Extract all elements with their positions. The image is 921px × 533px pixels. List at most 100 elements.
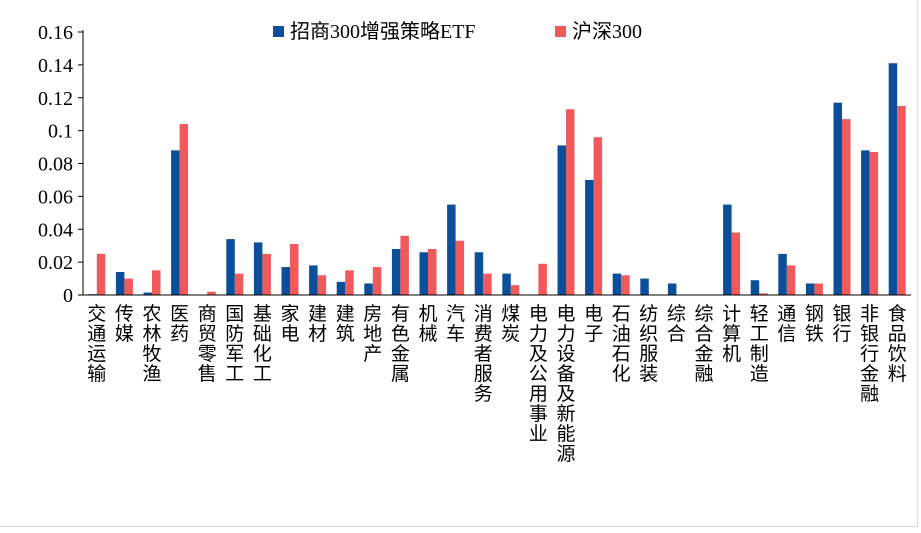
- y-tick-label: 0: [63, 285, 73, 307]
- bar-etf-29: [888, 63, 898, 296]
- bar-hs300-28: [869, 151, 879, 295]
- x-tick-label: 家电: [280, 303, 299, 345]
- bar-etf-1: [115, 271, 125, 295]
- bar-etf-5: [226, 239, 235, 295]
- x-tick-label: 传媒: [115, 303, 134, 345]
- bar-etf-27: [833, 102, 842, 296]
- legend-swatch-etf: [273, 26, 284, 37]
- bars: [88, 63, 906, 296]
- bar-etf-20: [640, 278, 649, 295]
- bar-etf-9: [336, 281, 346, 295]
- x-tick-label: 房地产: [363, 303, 382, 365]
- bar-etf-14: [474, 252, 484, 295]
- x-tick-label: 汽车: [446, 303, 465, 345]
- bar-etf-12: [419, 252, 428, 295]
- bar-etf-28: [861, 150, 870, 295]
- bar-hs300-11: [400, 235, 409, 295]
- bar-etf-13: [447, 204, 456, 295]
- bar-hs300-6: [262, 253, 271, 295]
- bar-hs300-4: [207, 291, 216, 295]
- bar-etf-8: [309, 265, 318, 295]
- x-tick-label: 银行: [832, 303, 851, 345]
- bar-hs300-0: [96, 253, 106, 295]
- bar-etf-2: [143, 292, 152, 295]
- x-tick-label: 电力设备及新能源: [556, 303, 575, 465]
- x-tick-label: 轻工制造: [750, 303, 769, 385]
- bar-hs300-24: [759, 293, 768, 295]
- bar-etf-19: [612, 273, 622, 295]
- x-tick-label: 综合金融: [694, 303, 713, 385]
- legend-swatch-hs300: [555, 26, 566, 37]
- legend-label-etf: 招商300增强策略ETF: [290, 20, 476, 43]
- y-tick-label: 0.12: [38, 88, 73, 110]
- y-tick-label: 0.16: [38, 22, 73, 44]
- bar-etf-15: [502, 273, 511, 295]
- bar-etf-10: [364, 283, 373, 295]
- y-tick-label: 0.04: [38, 219, 73, 241]
- y-tick-label: 0.08: [38, 154, 73, 176]
- x-tick-label: 石油石化: [612, 304, 631, 385]
- bar-etf-25: [778, 253, 787, 295]
- x-axis: 交通运输传媒农林牧渔医药商贸零售国防军工基础化工家电建材建筑房地产有色金属机械汽…: [83, 294, 911, 465]
- x-tick-label: 建材: [308, 303, 327, 345]
- y-axis: 0 0.02 0.04 0.06 0.08 0.1 0.12 0.14 0.16: [38, 22, 84, 307]
- bar-hs300-27: [842, 119, 851, 296]
- bar-etf-7: [281, 267, 290, 295]
- bar-etf-11: [391, 248, 401, 295]
- legend: 招商300增强策略ETF 沪深300: [273, 20, 642, 43]
- legend-label-hs300: 沪深300: [572, 20, 642, 43]
- x-tick-label: 钢铁: [805, 303, 824, 345]
- x-tick-label: 国防军工: [225, 304, 244, 385]
- bar-hs300-13: [455, 240, 465, 295]
- x-tick-label: 基础化工: [253, 303, 272, 385]
- bar-etf-26: [805, 283, 815, 295]
- bar-hs300-15: [510, 285, 520, 295]
- bar-hs300-19: [621, 275, 630, 295]
- bar-hs300-18: [593, 137, 603, 295]
- x-tick-label: 机械: [418, 303, 437, 345]
- bar-hs300-1: [124, 278, 133, 295]
- y-tick-label: 0.1: [48, 121, 73, 143]
- y-tick-label: 0.06: [38, 186, 73, 208]
- bar-etf-24: [750, 280, 760, 295]
- x-tick-label: 非银行金融: [860, 303, 879, 405]
- bar-hs300-5: [234, 273, 244, 295]
- x-tick-label: 医药: [170, 304, 189, 345]
- bar-hs300-3: [179, 124, 189, 295]
- x-tick-label: 通信: [777, 303, 796, 345]
- x-tick-label: 综合: [667, 303, 686, 345]
- bar-hs300-25: [786, 265, 796, 295]
- bar-etf-21: [667, 283, 677, 295]
- bar-hs300-17: [566, 109, 575, 295]
- x-tick-label: 农林牧渔: [142, 303, 161, 385]
- x-tick-label: 纺织服装: [639, 303, 658, 385]
- y-tick-label: 0.02: [38, 252, 73, 274]
- x-tick-label: 交通运输: [87, 303, 106, 385]
- bar-hs300-10: [372, 267, 382, 295]
- bar-hs300-14: [483, 273, 492, 295]
- bar-etf-17: [557, 145, 566, 295]
- x-tick-label: 食品饮料: [888, 303, 907, 385]
- bar-etf-6: [253, 242, 263, 295]
- x-tick-label: 煤炭: [501, 303, 520, 345]
- x-tick-label: 电力及公用事业: [529, 303, 548, 445]
- bar-hs300-26: [814, 283, 823, 295]
- bar-hs300-16: [538, 263, 547, 295]
- bar-etf-23: [723, 204, 732, 295]
- x-tick-label: 计算机: [722, 303, 741, 365]
- x-tick-label: 建筑: [336, 303, 355, 345]
- x-tick-label: 商贸零售: [198, 303, 217, 385]
- bar-hs300-9: [345, 270, 354, 295]
- bar-hs300-23: [731, 232, 741, 295]
- bar-etf-3: [171, 150, 180, 295]
- x-tick-label: 消费者服务: [474, 303, 493, 405]
- y-tick-label: 0.14: [38, 55, 73, 77]
- bar-hs300-7: [290, 244, 299, 295]
- bar-hs300-8: [317, 275, 327, 295]
- x-tick-label: 有色金属: [391, 303, 410, 385]
- bar-hs300-2: [152, 270, 161, 295]
- bar-hs300-29: [897, 105, 906, 295]
